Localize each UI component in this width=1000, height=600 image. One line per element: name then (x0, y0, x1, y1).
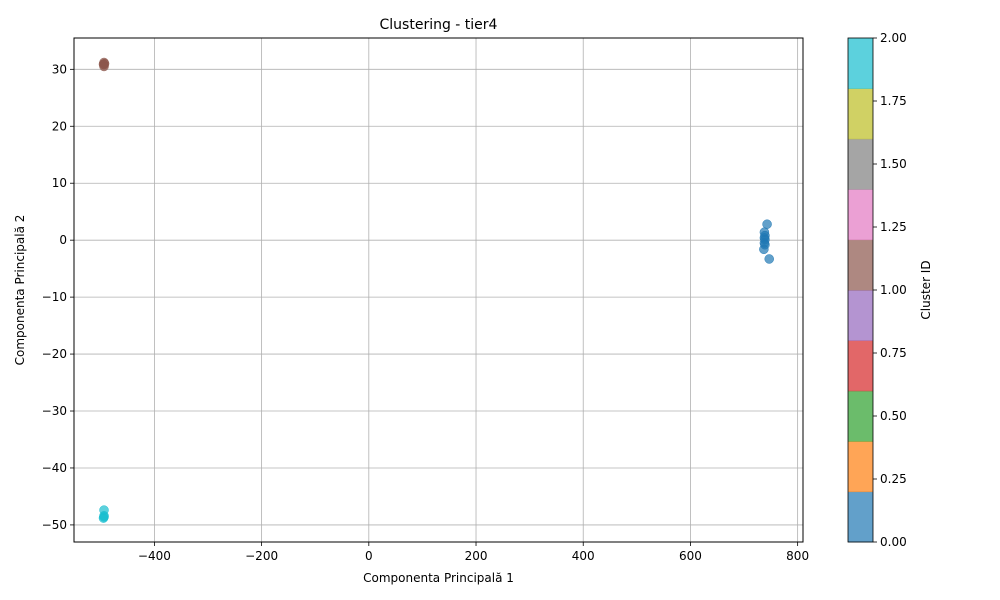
data-point (98, 59, 109, 69)
colorbar-label: Cluster ID (919, 260, 933, 319)
grid-lines (74, 38, 803, 542)
x-tick-label: 0 (365, 549, 373, 563)
y-tick-label: 20 (52, 119, 67, 133)
colorbar-segment (848, 189, 873, 241)
y-tick-label: −40 (42, 461, 67, 475)
y-tick-label: 0 (59, 233, 67, 247)
colorbar-segment (848, 88, 873, 140)
x-tick-label: 600 (679, 549, 702, 563)
colorbar-tick-label: 0.50 (880, 409, 907, 423)
colorbar-tick-label: 1.25 (880, 220, 907, 234)
colorbar-segment (848, 38, 873, 89)
y-axis-ticks: −50 −40 −30 −20 −10 0 10 20 30 (42, 62, 74, 532)
data-point (759, 244, 769, 255)
colorbar-tick-label: 1.00 (880, 283, 907, 297)
y-tick-label: −20 (42, 347, 67, 361)
chart-title: Clustering - tier4 (380, 17, 498, 33)
y-tick-label: 10 (52, 176, 67, 190)
data-point (764, 254, 774, 264)
scatter-points (98, 57, 774, 523)
data-point (762, 219, 772, 229)
colorbar-segment (848, 138, 873, 190)
colorbar-tick-label: 1.75 (880, 94, 907, 108)
y-tick-label: −10 (42, 290, 67, 304)
x-tick-label: 400 (572, 549, 595, 563)
colorbar-ticks: 0.00 0.25 0.50 0.75 1.00 1.25 1.50 1.75 2.00 (873, 31, 907, 549)
x-axis-label: Componenta Principală 1 (363, 571, 514, 585)
y-tick-label: −50 (42, 518, 67, 532)
colorbar-segment (848, 441, 873, 493)
colorbar-segment (848, 239, 873, 291)
colorbar-segment (848, 290, 873, 341)
colorbar-tick-label: 0.00 (880, 535, 907, 549)
x-tick-label: −200 (245, 549, 278, 563)
colorbar (847, 37, 874, 543)
colorbar-segment (848, 390, 873, 442)
y-axis-label: Componenta Principală 2 (13, 215, 27, 366)
colorbar-tick-label: 0.75 (880, 346, 907, 360)
colorbar-tick-label: 0.25 (880, 472, 907, 486)
x-tick-label: 800 (786, 549, 809, 563)
colorbar-segment (848, 491, 873, 543)
x-tick-label: −400 (138, 549, 171, 563)
y-tick-label: −30 (42, 404, 67, 418)
colorbar-tick-label: 1.50 (880, 157, 907, 171)
x-axis-ticks: −400 −200 0 200 400 600 800 (138, 542, 809, 563)
colorbar-segment (848, 340, 873, 392)
y-tick-label: 30 (52, 62, 67, 76)
data-point (99, 512, 109, 522)
plot-frame (73, 37, 804, 543)
colorbar-tick-label: 2.00 (880, 31, 907, 45)
x-tick-label: 200 (465, 549, 488, 563)
